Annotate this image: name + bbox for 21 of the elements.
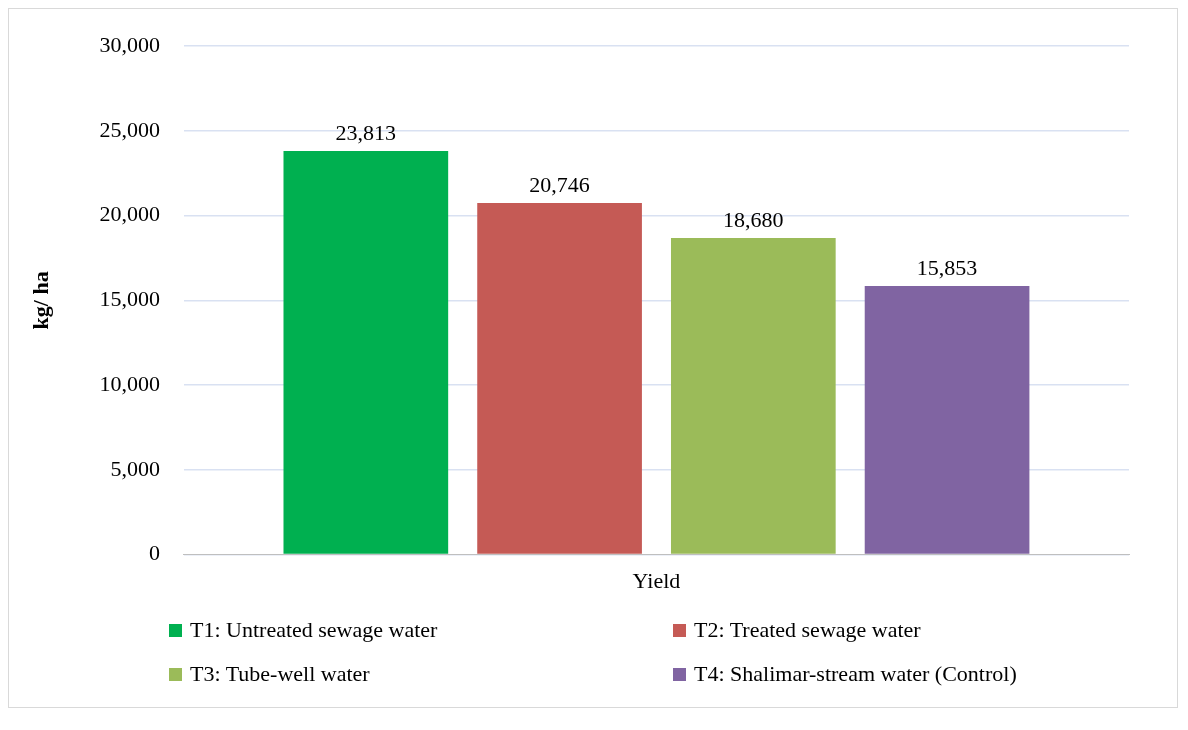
y-tick-label: 5,000: [110, 455, 160, 481]
legend-label: T3: Tube-well water: [190, 661, 370, 687]
y-tick-label: 10,000: [99, 370, 160, 396]
bar: [477, 203, 642, 554]
y-tick-label: 15,000: [99, 286, 160, 312]
data-label: 23,813: [335, 119, 397, 145]
data-label: 15,853: [916, 254, 978, 280]
y-tick-label: 20,000: [99, 201, 160, 227]
bar: [864, 285, 1030, 554]
x-tick-label: Yield: [632, 567, 681, 593]
bar: [283, 151, 449, 554]
bar: [670, 238, 836, 554]
y-tick-label: 25,000: [99, 116, 160, 142]
legend-label: T1: Untreated sewage water: [190, 617, 438, 643]
legend-label: T4: Shalimar-stream water (Control): [694, 661, 1017, 687]
data-label: 20,746: [529, 171, 590, 197]
y-axis-title: kg/ ha: [27, 271, 53, 330]
y-tick-label: 30,000: [99, 31, 160, 57]
legend-label: T2: Treated sewage water: [694, 617, 921, 643]
data-label: 18,680: [723, 206, 784, 232]
y-tick-label: 0: [148, 540, 160, 566]
